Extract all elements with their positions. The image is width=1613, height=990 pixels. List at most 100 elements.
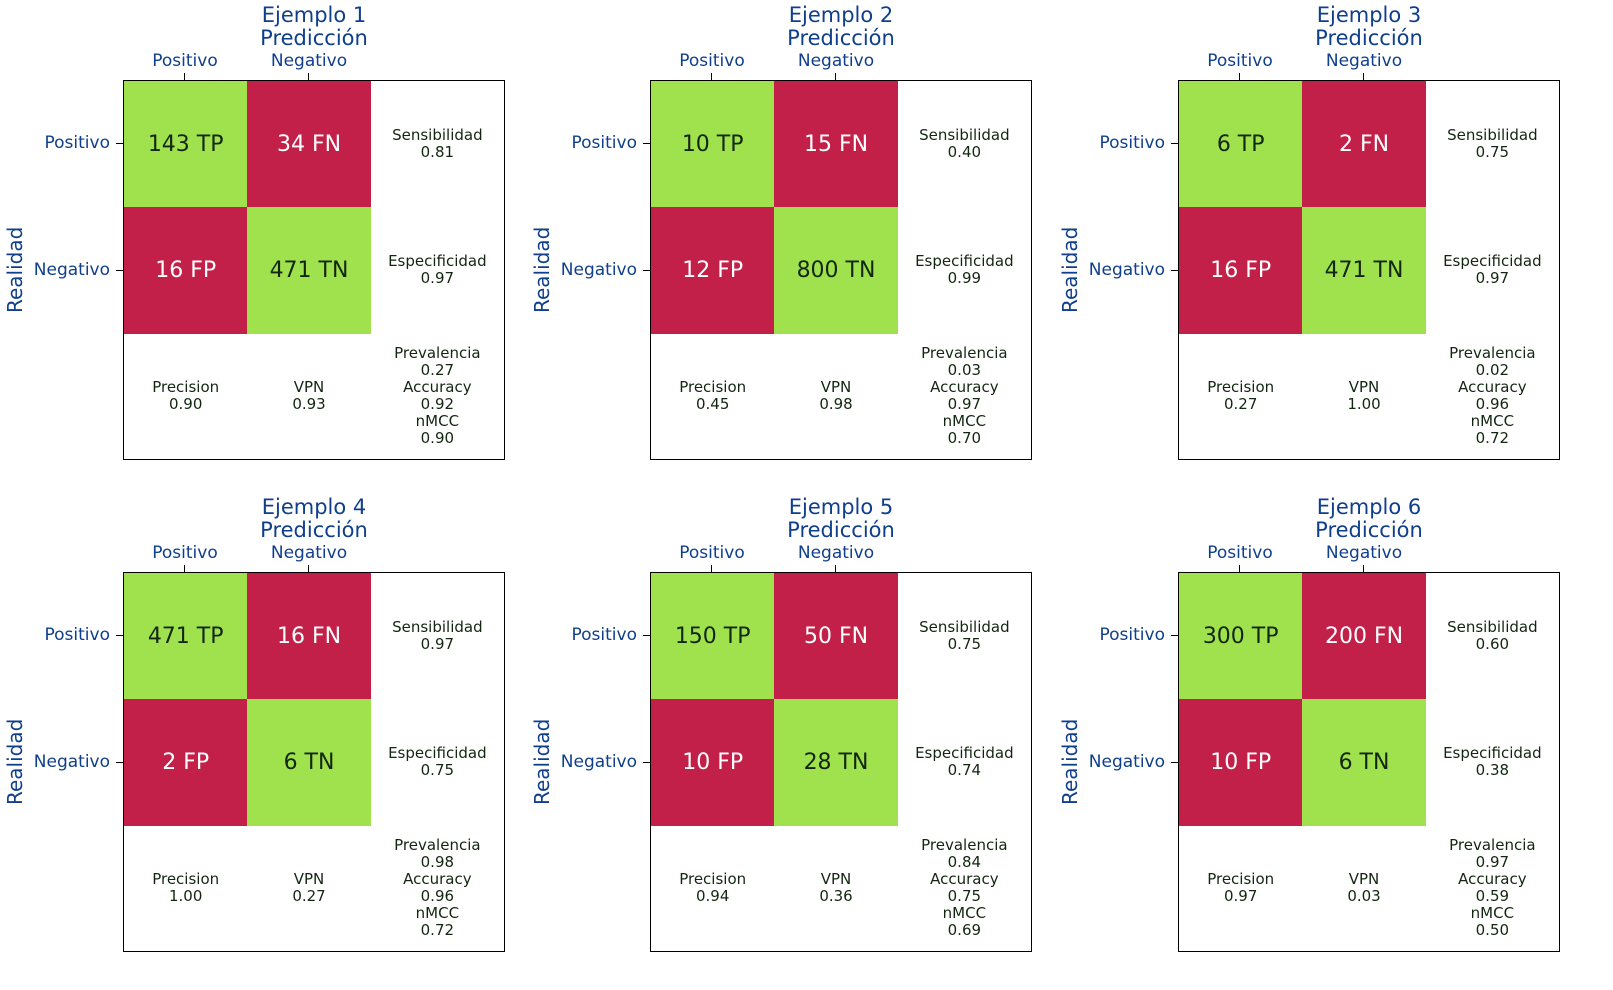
vpn-stat: VPN 0.98 (774, 333, 898, 459)
tick-mark (116, 635, 123, 636)
accuracy-label: Accuracy (930, 870, 999, 889)
nmcc-label: nMCC (415, 412, 460, 431)
accuracy-label: Accuracy (403, 870, 472, 889)
tick-mark (711, 565, 712, 572)
accuracy-value: 0.97 (947, 395, 982, 414)
tick-mark (184, 565, 185, 572)
sensitivity-stat: Sensibilidad 0.97 (370, 573, 504, 700)
col-label-negativo: Negativo (1325, 51, 1403, 71)
tn-cell: 471 TN (247, 207, 371, 334)
prevalence-value: 0.84 (947, 853, 982, 872)
reality-axis-label: Realidad (530, 718, 554, 806)
sensitivity-value: 0.60 (1475, 635, 1510, 654)
tick-mark (308, 565, 309, 572)
prediction-axis-label: Predicción (1315, 518, 1423, 542)
vpn-stat: VPN 1.00 (1302, 333, 1426, 459)
specificity-value: 0.97 (1475, 269, 1510, 288)
sensitivity-value: 0.75 (947, 635, 982, 654)
specificity-value: 0.75 (420, 761, 455, 780)
nmcc-value: 0.90 (420, 429, 455, 448)
nmcc-label: nMCC (415, 904, 460, 923)
reality-axis-label: Realidad (1058, 718, 1082, 806)
prevalence-value: 0.02 (1475, 361, 1510, 380)
summary-stats: Prevalencia 0.03 Accuracy 0.97 nMCC 0.70 (897, 333, 1031, 459)
vpn-label: VPN (293, 378, 325, 397)
prediction-axis-label: Predicción (260, 26, 368, 50)
specificity-value: 0.99 (947, 269, 982, 288)
tick-mark (643, 143, 650, 144)
sensitivity-stat: Sensibilidad 0.60 (1425, 573, 1559, 700)
accuracy-label: Accuracy (1458, 870, 1527, 889)
vpn-stat: VPN 0.93 (247, 333, 371, 459)
vpn-value: 1.00 (1347, 395, 1381, 414)
row-label-negativo: Negativo (560, 752, 637, 772)
tick-mark (711, 73, 712, 80)
tick-mark (1363, 565, 1364, 572)
tick-mark (1171, 143, 1178, 144)
accuracy-label: Accuracy (403, 378, 472, 397)
specificity-stat: Especificidad 0.74 (897, 699, 1031, 826)
vpn-label: VPN (820, 870, 852, 889)
prevalence-label: Prevalencia (1449, 836, 1536, 855)
prediction-axis-label: Predicción (260, 518, 368, 542)
tick-mark (1239, 565, 1240, 572)
row-label-negativo: Negativo (1088, 260, 1165, 280)
precision-label: Precision (1207, 378, 1275, 397)
tick-mark (116, 270, 123, 271)
col-label-positivo: Positivo (1207, 543, 1273, 563)
fn-cell: 15 FN (774, 81, 898, 208)
accuracy-label: Accuracy (1458, 378, 1527, 397)
tick-mark (643, 762, 650, 763)
confusion-matrix: 300 TP 200 FN Sensibilidad 0.60 10 FP 6 … (1178, 572, 1560, 952)
vpn-value: 0.27 (292, 887, 326, 906)
summary-stats: Prevalencia 0.27 Accuracy 0.92 nMCC 0.90 (370, 333, 504, 459)
tick-mark (116, 143, 123, 144)
col-label-negativo: Negativo (1325, 543, 1403, 563)
row-label-negativo: Negativo (1088, 752, 1165, 772)
specificity-stat: Especificidad 0.97 (1425, 207, 1559, 334)
nmcc-value: 0.50 (1475, 921, 1510, 940)
confusion-matrix: 471 TP 16 FN Sensibilidad 0.97 2 FP 6 TN… (123, 572, 505, 952)
precision-stat: Precision 0.97 (1179, 825, 1303, 951)
prediction-axis-label: Predicción (787, 26, 895, 50)
sensitivity-label: Sensibilidad (1447, 618, 1538, 637)
precision-stat: Precision 0.94 (651, 825, 775, 951)
prediction-axis-label: Predicción (1315, 26, 1423, 50)
reality-axis-label: Realidad (3, 226, 27, 314)
nmcc-value: 0.72 (1475, 429, 1510, 448)
sensitivity-stat: Sensibilidad 0.40 (897, 81, 1031, 208)
sensitivity-label: Sensibilidad (919, 126, 1010, 145)
sensitivity-stat: Sensibilidad 0.75 (1425, 81, 1559, 208)
precision-value: 0.97 (1223, 887, 1258, 906)
panel-title: Ejemplo 5 (788, 495, 894, 519)
fp-cell: 10 FP (651, 699, 775, 826)
tick-mark (643, 270, 650, 271)
prevalence-label: Prevalencia (394, 836, 481, 855)
tick-mark (643, 635, 650, 636)
reality-axis-label: Realidad (530, 226, 554, 314)
nmcc-label: nMCC (942, 904, 987, 923)
sensitivity-label: Sensibilidad (919, 618, 1010, 637)
panel-title: Ejemplo 6 (1316, 495, 1422, 519)
vpn-value: 0.98 (819, 395, 853, 414)
fn-cell: 2 FN (1302, 81, 1426, 208)
sensitivity-stat: Sensibilidad 0.75 (897, 573, 1031, 700)
prevalence-value: 0.98 (420, 853, 455, 872)
tick-mark (835, 565, 836, 572)
panel-ejemplo-4: Ejemplo 4 Predicción Positivo Negativo P… (0, 492, 527, 984)
specificity-label: Especificidad (915, 252, 1014, 271)
summary-stats: Prevalencia 0.98 Accuracy 0.96 nMCC 0.72 (370, 825, 504, 951)
fp-cell: 16 FP (1179, 207, 1303, 334)
row-label-positivo: Positivo (571, 133, 637, 153)
row-label-positivo: Positivo (44, 625, 110, 645)
tp-cell: 300 TP (1179, 573, 1303, 700)
sensitivity-stat: Sensibilidad 0.81 (370, 81, 504, 208)
fn-cell: 200 FN (1302, 573, 1426, 700)
accuracy-value: 0.92 (420, 395, 455, 414)
precision-value: 0.45 (695, 395, 730, 414)
row-label-positivo: Positivo (1099, 625, 1165, 645)
vpn-label: VPN (1348, 870, 1380, 889)
tick-mark (308, 73, 309, 80)
accuracy-label: Accuracy (930, 378, 999, 397)
